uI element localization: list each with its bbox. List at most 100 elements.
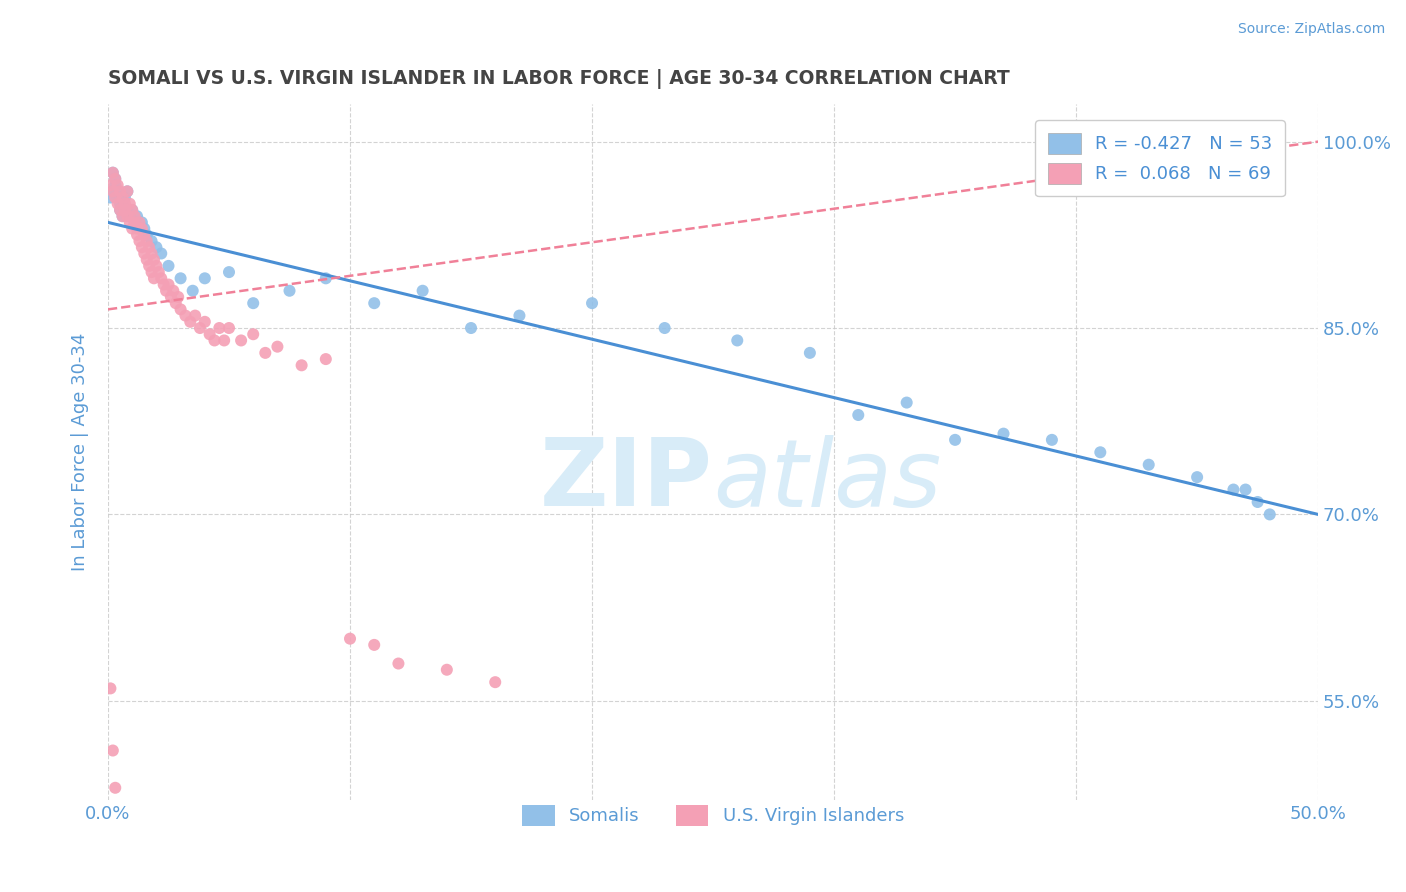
Point — [118, 215, 141, 229]
Point — [101, 166, 124, 180]
Point — [654, 321, 676, 335]
Point — [167, 290, 190, 304]
Point — [125, 227, 148, 242]
Point — [108, 185, 131, 199]
Point — [101, 185, 124, 199]
Point — [993, 426, 1015, 441]
Point — [725, 334, 748, 348]
Text: SOMALI VS U.S. VIRGIN ISLANDER IN LABOR FORCE | AGE 30-34 CORRELATION CHART: SOMALI VS U.S. VIRGIN ISLANDER IN LABOR … — [108, 69, 1010, 88]
Point — [101, 185, 124, 199]
Point — [184, 309, 207, 323]
Point — [107, 196, 129, 211]
Point — [118, 196, 141, 211]
Point — [157, 259, 180, 273]
Point — [125, 209, 148, 223]
Point — [118, 209, 141, 223]
Text: atlas: atlas — [713, 434, 941, 525]
Point — [208, 321, 231, 335]
Point — [117, 202, 139, 217]
Point — [165, 296, 187, 310]
Point — [150, 271, 173, 285]
Point — [108, 202, 131, 217]
Point — [100, 681, 122, 696]
Point — [460, 321, 482, 335]
Point — [1246, 495, 1268, 509]
Point — [134, 227, 156, 242]
Point — [107, 190, 129, 204]
Point — [114, 190, 136, 204]
Point — [1090, 445, 1112, 459]
Point — [100, 178, 122, 193]
Point — [581, 296, 603, 310]
Point — [194, 271, 217, 285]
Point — [896, 395, 918, 409]
Point — [104, 178, 127, 193]
Point — [1258, 508, 1281, 522]
Point — [412, 284, 434, 298]
Point — [124, 215, 146, 229]
Point — [218, 321, 240, 335]
Point — [138, 240, 160, 254]
Point — [266, 340, 288, 354]
Point — [1040, 433, 1063, 447]
Point — [131, 221, 153, 235]
Point — [188, 321, 211, 335]
Point — [179, 315, 201, 329]
Point — [104, 190, 127, 204]
Point — [148, 265, 170, 279]
Point — [114, 202, 136, 217]
Y-axis label: In Labor Force | Age 30-34: In Labor Force | Age 30-34 — [72, 333, 89, 572]
Point — [121, 221, 143, 235]
Point — [124, 209, 146, 223]
Point — [101, 166, 124, 180]
Point — [315, 352, 337, 367]
Point — [108, 202, 131, 217]
Point — [155, 284, 177, 298]
Point — [162, 284, 184, 298]
Point — [204, 334, 226, 348]
Point — [194, 315, 217, 329]
Point — [138, 259, 160, 273]
Point — [160, 290, 183, 304]
Point — [212, 334, 235, 348]
Point — [181, 284, 204, 298]
Point — [143, 271, 166, 285]
Point — [117, 209, 139, 223]
Point — [101, 743, 124, 757]
Point — [315, 271, 337, 285]
Point — [134, 246, 156, 260]
Point — [242, 327, 264, 342]
Point — [278, 284, 301, 298]
Point — [141, 246, 163, 260]
Point — [135, 234, 157, 248]
Point — [1137, 458, 1160, 472]
Point — [117, 185, 139, 199]
Point — [131, 215, 153, 229]
Point — [198, 327, 221, 342]
Text: Source: ZipAtlas.com: Source: ZipAtlas.com — [1237, 22, 1385, 37]
Point — [128, 234, 150, 248]
Point — [135, 227, 157, 242]
Point — [174, 309, 197, 323]
Point — [141, 234, 163, 248]
Point — [135, 252, 157, 267]
Point — [107, 185, 129, 199]
Point — [436, 663, 458, 677]
Point — [141, 265, 163, 279]
Point — [229, 334, 252, 348]
Point — [104, 780, 127, 795]
Point — [117, 185, 139, 199]
Point — [104, 172, 127, 186]
Point — [145, 240, 167, 254]
Point — [254, 346, 277, 360]
Point — [242, 296, 264, 310]
Point — [943, 433, 966, 447]
Point — [218, 265, 240, 279]
Point — [363, 638, 385, 652]
Point — [157, 277, 180, 292]
Point — [125, 221, 148, 235]
Point — [111, 209, 134, 223]
Point — [145, 259, 167, 273]
Point — [339, 632, 361, 646]
Point — [108, 196, 131, 211]
